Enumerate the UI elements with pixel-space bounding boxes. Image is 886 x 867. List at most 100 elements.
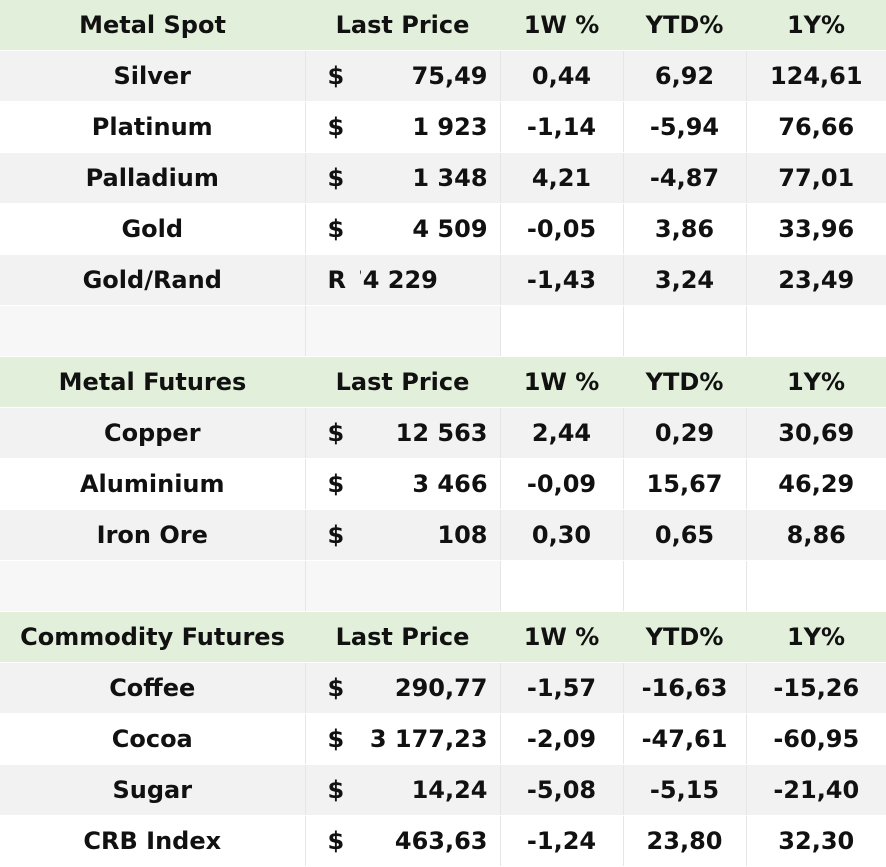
currency: $ — [305, 458, 360, 510]
header-1y: 1Y% — [746, 611, 886, 663]
change-1y: 77,01 — [745, 152, 886, 204]
change-1y: 30,69 — [745, 407, 886, 459]
last-price: 1 348 — [360, 152, 501, 204]
commodity-name: Iron Ore — [0, 509, 306, 561]
change-1w: -1,43 — [499, 254, 624, 306]
currency: $ — [305, 203, 360, 255]
change-1y: 23,49 — [745, 254, 886, 306]
change-ytd: -5,94 — [622, 101, 747, 153]
header-1w: 1W % — [500, 611, 624, 663]
header-ytd: YTD% — [623, 356, 747, 408]
section-title: Metal Futures — [0, 356, 305, 408]
currency: $ — [305, 101, 360, 153]
commodity-name: Cocoa — [0, 713, 306, 765]
commodity-name: Sugar — [0, 764, 306, 816]
header-last-price: Last Price — [305, 356, 501, 408]
change-1y: -21,40 — [745, 764, 886, 816]
section-spacer — [0, 305, 886, 357]
currency: $ — [305, 50, 360, 102]
commodity-name: Platinum — [0, 101, 306, 153]
last-price-value: 74 229 — [360, 266, 438, 294]
table-row-crb-index: CRB Index $ 463,63 -1,24 23,80 32,30 — [0, 815, 886, 867]
section-spacer — [0, 560, 886, 612]
commodity-name: Aluminium — [0, 458, 306, 510]
change-1w: -5,08 — [499, 764, 624, 816]
currency: $ — [305, 152, 360, 204]
commodity-name: Gold — [0, 203, 306, 255]
last-price: 3 177,23 — [360, 713, 501, 765]
table-row-gold-rand: Gold/Rand R 74 229 -1,43 3,24 23,49 — [0, 254, 886, 306]
commodity-name: Coffee — [0, 662, 306, 714]
change-1w: 0,30 — [499, 509, 624, 561]
change-ytd: 6,92 — [622, 50, 747, 102]
last-price: 290,77 — [360, 662, 501, 714]
table-row-iron-ore: Iron Ore $ 108 0,30 0,65 8,86 — [0, 509, 886, 561]
change-1y: 124,61 — [745, 50, 886, 102]
change-ytd: -47,61 — [622, 713, 747, 765]
table-row-aluminium: Aluminium $ 3 466 -0,09 15,67 46,29 — [0, 458, 886, 510]
change-1w: 4,21 — [499, 152, 624, 204]
commodity-name: Silver — [0, 50, 306, 102]
section-title: Commodity Futures — [0, 611, 305, 663]
change-1y: 8,86 — [745, 509, 886, 561]
change-1w: 2,44 — [499, 407, 624, 459]
section-header-metal-futures: Metal Futures Last Price 1W % YTD% 1Y% — [0, 356, 886, 408]
last-price: 4 509 — [360, 203, 501, 255]
change-ytd: 3,86 — [622, 203, 747, 255]
commodity-name: Gold/Rand — [0, 254, 306, 306]
change-1w: -1,57 — [499, 662, 624, 714]
change-1w: -2,09 — [499, 713, 624, 765]
currency: $ — [305, 662, 360, 714]
commodity-name: Copper — [0, 407, 306, 459]
last-price: 12 563 — [360, 407, 501, 459]
section-header-metal-spot: Metal Spot Last Price 1W % YTD% 1Y% — [0, 0, 886, 51]
header-ytd: YTD% — [623, 0, 747, 51]
change-1w: -1,24 — [499, 815, 624, 867]
change-ytd: 0,29 — [622, 407, 747, 459]
change-1y: 76,66 — [745, 101, 886, 153]
change-ytd: -4,87 — [622, 152, 747, 204]
table-row-platinum: Platinum $ 1 923 -1,14 -5,94 76,66 — [0, 101, 886, 153]
header-last-price: Last Price — [305, 611, 501, 663]
section-title: Metal Spot — [0, 0, 305, 51]
currency: $ — [305, 407, 360, 459]
last-price: 3 466 — [360, 458, 501, 510]
header-last-price: Last Price — [305, 0, 501, 51]
change-1y: 46,29 — [745, 458, 886, 510]
currency: R — [305, 254, 360, 306]
table-row-coffee: Coffee $ 290,77 -1,57 -16,63 -15,26 — [0, 662, 886, 714]
change-1w: 0,44 — [499, 50, 624, 102]
last-price: 108 — [360, 509, 501, 561]
table-row-palladium: Palladium $ 1 348 4,21 -4,87 77,01 — [0, 152, 886, 204]
last-price: 14,24 — [360, 764, 501, 816]
change-ytd: -5,15 — [622, 764, 747, 816]
last-price: 463,63 — [360, 815, 501, 867]
table-row-copper: Copper $ 12 563 2,44 0,29 30,69 — [0, 407, 886, 459]
currency: $ — [305, 815, 360, 867]
table-row-silver: Silver $ 75,49 0,44 6,92 124,61 — [0, 50, 886, 102]
change-ytd: 3,24 — [622, 254, 747, 306]
change-ytd: 0,65 — [622, 509, 747, 561]
header-1y: 1Y% — [746, 0, 886, 51]
currency: $ — [305, 764, 360, 816]
change-1w: -0,09 — [499, 458, 624, 510]
commodity-name: Palladium — [0, 152, 306, 204]
change-1y: -60,95 — [745, 713, 886, 765]
change-1w: -1,14 — [499, 101, 624, 153]
change-ytd: 15,67 — [622, 458, 747, 510]
commodity-name: CRB Index — [0, 815, 306, 867]
header-1w: 1W % — [500, 0, 624, 51]
change-ytd: -16,63 — [622, 662, 747, 714]
currency: $ — [305, 713, 360, 765]
last-price: 1 923 — [360, 101, 501, 153]
table-row-cocoa: Cocoa $ 3 177,23 -2,09 -47,61 -60,95 — [0, 713, 886, 765]
section-header-commodity-futures: Commodity Futures Last Price 1W % YTD% 1… — [0, 611, 886, 663]
change-ytd: 23,80 — [622, 815, 747, 867]
header-ytd: YTD% — [623, 611, 747, 663]
change-1w: -0,05 — [499, 203, 624, 255]
table-row-sugar: Sugar $ 14,24 -5,08 -5,15 -21,40 — [0, 764, 886, 816]
change-1y: -15,26 — [745, 662, 886, 714]
change-1y: 32,30 — [745, 815, 886, 867]
currency: $ — [305, 509, 360, 561]
